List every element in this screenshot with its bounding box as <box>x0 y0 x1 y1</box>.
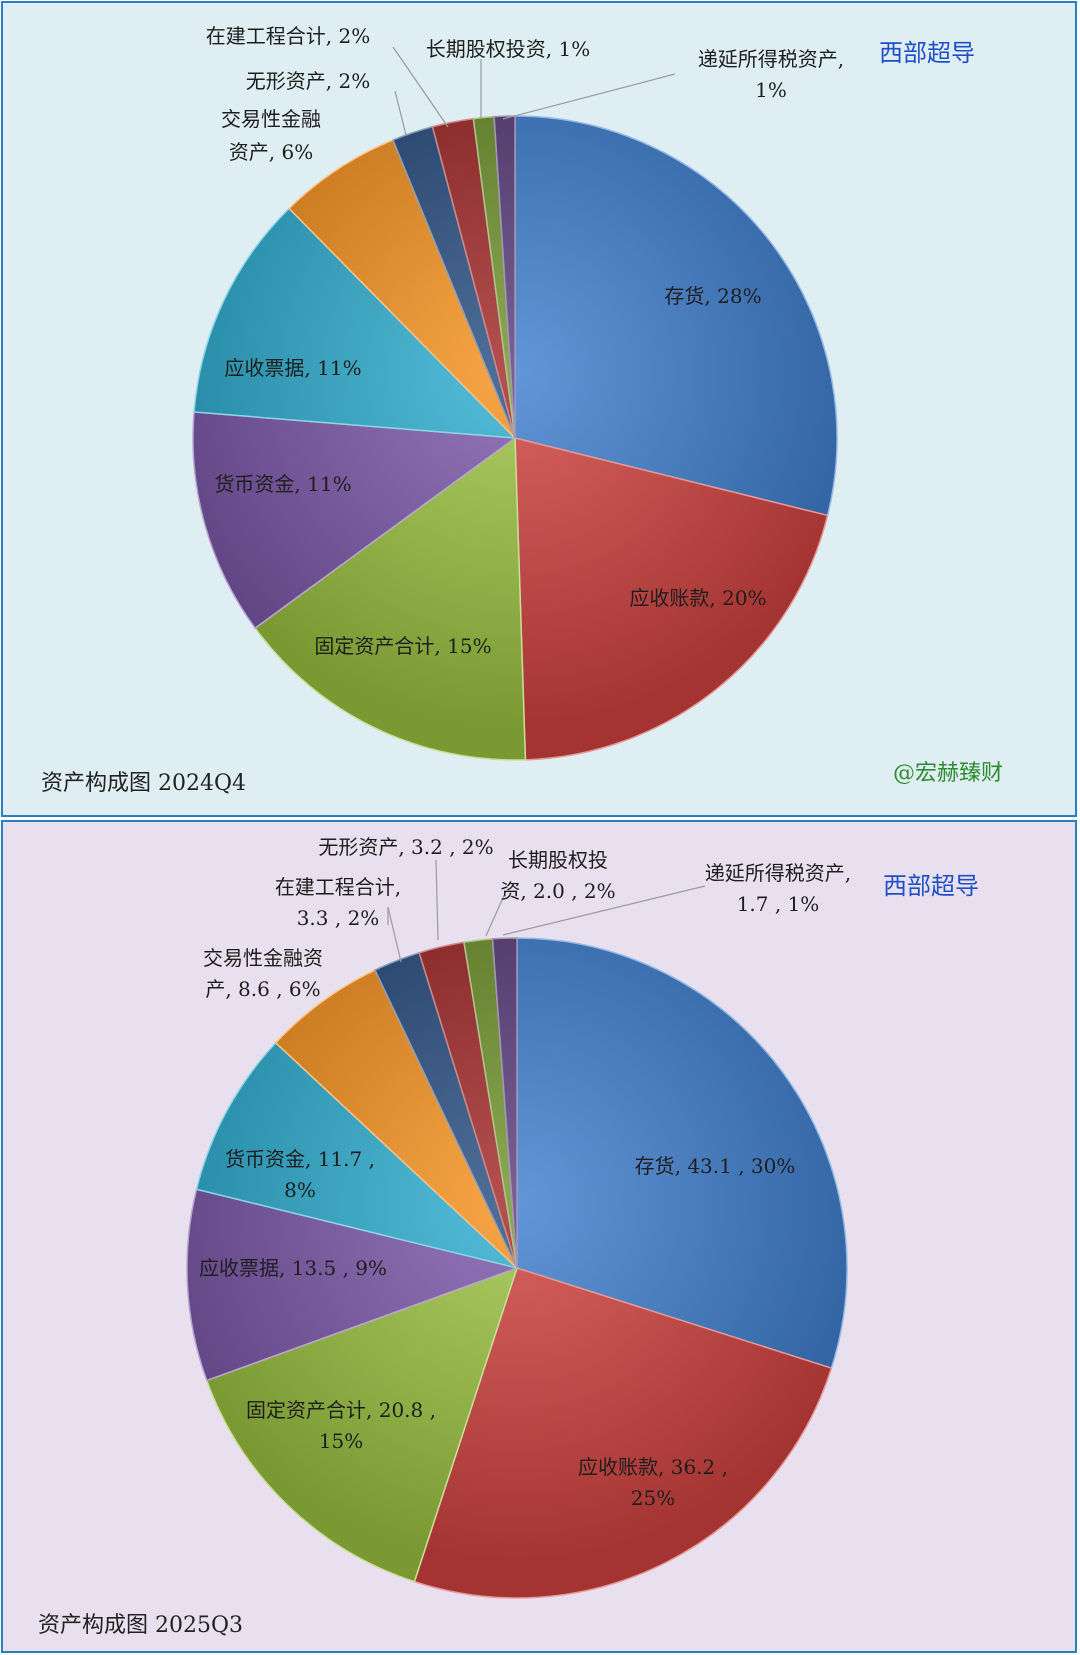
slice-label-9: 长期股权投资, 1% <box>426 37 590 61</box>
slice-label-7: 在建工程合计, <box>275 875 401 899</box>
slice-label-7: 无形资产, 2% <box>246 69 370 93</box>
slice-label-6: 产, 8.6 , 6% <box>205 977 320 1001</box>
leader-line-10 <box>502 885 706 936</box>
slice-label-10: 1.7 , 1% <box>737 892 820 916</box>
slice-label-6: 交易性金融 <box>221 107 321 131</box>
leader-line-7 <box>394 90 407 136</box>
leader-line-10 <box>502 73 676 120</box>
pie-slice-5 <box>195 1041 520 1270</box>
slice-label-5: 货币资金, 11.7 , <box>225 1147 375 1171</box>
pie-chart-2025q3: 存货, 43.1 , 30% 应收账款, 36.2 , 25% 固定资产合计, 20.… <box>186 835 851 1599</box>
chart-caption: 资产构成图 2025Q3 <box>38 1613 244 1638</box>
slice-label-10: 递延所得税资产, <box>698 47 844 71</box>
chart-caption: 资产构成图 2024Q4 <box>41 771 247 796</box>
leader-line-9 <box>485 890 507 937</box>
slice-label-8: 无形资产, 3.2 , 2% <box>318 835 493 859</box>
pie-slice-6 <box>288 139 516 439</box>
slice-label-9: 资, 2.0 , 2% <box>500 879 615 903</box>
slice-label-2: 应收账款, 36.2 , <box>578 1455 728 1479</box>
chart-panel-2024q4: 存货, 28% 应收账款, 20% 固定资产合计, 15% 货币资金, 11% 应收票据… <box>1 1 1077 817</box>
slice-label-7: 3.3 , 2% <box>297 906 380 930</box>
slice-label-8: 在建工程合计, 2% <box>206 24 370 48</box>
company-name: 西部超导 <box>883 872 979 900</box>
leader-line-7 <box>387 906 402 963</box>
slice-label-4: 应收票据, 13.5 , 9% <box>199 1256 387 1280</box>
pie-slice-10 <box>491 937 518 1269</box>
slice-label-2: 25% <box>631 1486 675 1510</box>
watermark-text: @宏赫臻财 <box>893 761 1004 786</box>
slice-label-10: 递延所得税资产, <box>705 861 851 885</box>
pie-slice-6 <box>274 969 518 1269</box>
pie-slice-2 <box>413 1267 833 1599</box>
chart-panel-2025q3: 存货, 43.1 , 30% 应收账款, 36.2 , 25% 固定资产合计, 20.… <box>1 820 1077 1653</box>
pie-slice-3 <box>254 436 527 761</box>
pie-slice-3 <box>205 1266 519 1583</box>
leader-line-8 <box>435 859 439 941</box>
slice-label-6: 交易性金融资 <box>203 946 323 970</box>
pie-slice-5 <box>193 207 517 439</box>
pie-slice-4 <box>186 1188 520 1382</box>
slice-label-10: 1% <box>755 78 787 102</box>
slice-label-5: 8% <box>284 1178 316 1202</box>
slice-label-6: 资产, 6% <box>229 140 313 164</box>
slice-label-3: 固定资产合计, 20.8 , <box>246 1398 436 1422</box>
slice-label-1: 存货, 28% <box>664 284 761 308</box>
pie-slice-1 <box>516 937 848 1370</box>
pie-slice-2 <box>514 437 829 761</box>
leader-line-8 <box>392 46 449 128</box>
slice-label-3: 固定资产合计, 15% <box>314 634 491 658</box>
slice-label-9: 长期股权投 <box>508 848 608 872</box>
company-name: 西部超导 <box>879 39 975 67</box>
pie-chart-2024q4: 存货, 28% 应收账款, 20% 固定资产合计, 15% 货币资金, 11% 应收票据… <box>192 24 844 761</box>
slice-label-3: 15% <box>319 1429 363 1453</box>
pie-slice-4 <box>192 411 518 630</box>
slice-label-4: 货币资金, 11% <box>214 472 351 496</box>
slice-label-5: 应收票据, 11% <box>224 356 361 380</box>
slice-label-1: 存货, 43.1 , 30% <box>635 1154 796 1178</box>
slice-label-2: 应收账款, 20% <box>629 586 766 610</box>
pie-slice-1 <box>514 115 838 517</box>
